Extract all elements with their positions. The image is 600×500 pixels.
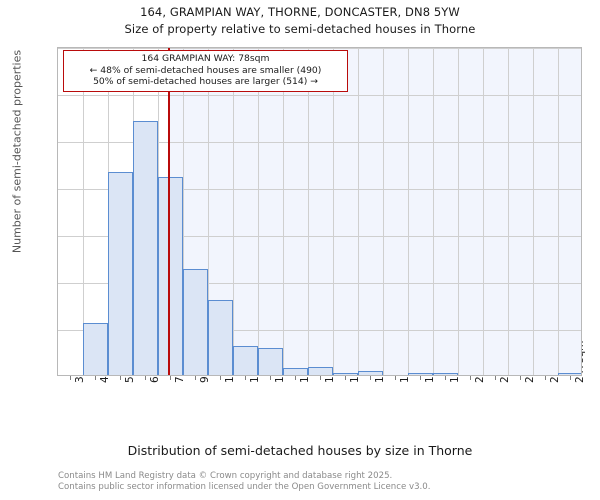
gridline-v-111sqm xyxy=(233,48,234,375)
gridline-v-174sqm xyxy=(383,48,384,375)
tickmark-237sqm xyxy=(544,376,546,380)
gridline-v-205sqm xyxy=(458,48,459,375)
bar-184sqm xyxy=(408,373,433,375)
tickmark-142sqm xyxy=(319,376,321,380)
gridline-v-90sqm xyxy=(183,48,184,375)
page-title: 164, GRAMPIAN WAY, THORNE, DONCASTER, DN… xyxy=(140,5,460,19)
gridline-h-200 xyxy=(58,189,581,190)
bar-100sqm xyxy=(208,299,233,375)
gridline-h-350 xyxy=(58,48,581,49)
property-size-marker-line xyxy=(168,48,170,375)
tickmark-205sqm xyxy=(469,376,471,380)
tickmark-121sqm xyxy=(269,376,271,380)
gridline-v-237sqm xyxy=(533,48,534,375)
gridline-v-226sqm xyxy=(508,48,509,375)
tickmark-69sqm xyxy=(144,376,146,380)
chart-titles: 164, GRAMPIAN WAY, THORNE, DONCASTER, DN… xyxy=(0,4,600,38)
tickmark-37sqm xyxy=(69,376,71,380)
tickmark-79sqm xyxy=(169,376,171,380)
tickmark-90sqm xyxy=(194,376,196,380)
chart-subtitle: Size of property relative to semi-detach… xyxy=(124,22,476,36)
tickmark-195sqm xyxy=(444,376,446,380)
gridline-h-250 xyxy=(58,142,581,143)
gridline-v-184sqm xyxy=(408,48,409,375)
footer-line-2: Contains public sector information licen… xyxy=(58,481,431,492)
gridline-v-153sqm xyxy=(333,48,334,375)
gridline-v-48sqm xyxy=(83,48,84,375)
gridline-v-163sqm xyxy=(358,48,359,375)
bar-58sqm xyxy=(108,171,133,375)
gridline-v-142sqm xyxy=(308,48,309,375)
bar-121sqm xyxy=(258,347,283,375)
attribution-footer: Contains HM Land Registry data © Crown c… xyxy=(58,471,578,492)
tickmark-174sqm xyxy=(394,376,396,380)
tickmark-111sqm xyxy=(244,376,246,380)
tickmark-58sqm xyxy=(119,376,121,380)
bar-153sqm xyxy=(333,373,358,375)
tickmark-132sqm xyxy=(294,376,296,380)
plot-area xyxy=(57,47,582,376)
bar-163sqm xyxy=(358,371,383,375)
gridline-v-132sqm xyxy=(283,48,284,375)
tickmark-153sqm xyxy=(344,376,346,380)
gridline-v-216sqm xyxy=(483,48,484,375)
bar-111sqm xyxy=(233,345,258,375)
tickmark-247sqm xyxy=(569,376,571,380)
gridline-h-100 xyxy=(58,283,581,284)
gridline-v-247sqm xyxy=(558,48,559,375)
larger-side-shading xyxy=(168,48,581,375)
bar-79sqm xyxy=(158,176,183,375)
gridline-v-195sqm xyxy=(433,48,434,375)
tickmark-184sqm xyxy=(419,376,421,380)
bar-247sqm xyxy=(558,373,581,375)
bar-69sqm xyxy=(133,121,158,375)
gridline-h-150 xyxy=(58,236,581,237)
x-axis-title: Distribution of semi-detached houses by … xyxy=(127,443,473,458)
tickmark-216sqm xyxy=(494,376,496,380)
gridline-v-100sqm xyxy=(208,48,209,375)
footer-line-1: Contains HM Land Registry data © Crown c… xyxy=(58,471,393,481)
bar-48sqm xyxy=(83,323,108,375)
tickmark-226sqm xyxy=(519,376,521,380)
tickmark-100sqm xyxy=(219,376,221,380)
bar-90sqm xyxy=(183,268,208,375)
annotation-title: 164 GRAMPIAN WAY: 78sqm xyxy=(141,53,270,64)
tickmark-163sqm xyxy=(369,376,371,380)
property-annotation-box: 164 GRAMPIAN WAY: 78sqm ← 48% of semi-de… xyxy=(63,50,348,92)
bar-132sqm xyxy=(283,368,308,375)
gridline-v-121sqm xyxy=(258,48,259,375)
y-axis-title: Number of semi-detached properties xyxy=(10,49,24,254)
bar-195sqm xyxy=(433,373,458,375)
annotation-smaller: ← 48% of semi-detached houses are smalle… xyxy=(89,64,322,76)
gridline-h-300 xyxy=(58,95,581,96)
annotation-larger: 50% of semi-detached houses are larger (… xyxy=(93,76,318,87)
gridline-h-50 xyxy=(58,330,581,331)
tickmark-48sqm xyxy=(94,376,96,380)
bar-142sqm xyxy=(308,366,333,375)
